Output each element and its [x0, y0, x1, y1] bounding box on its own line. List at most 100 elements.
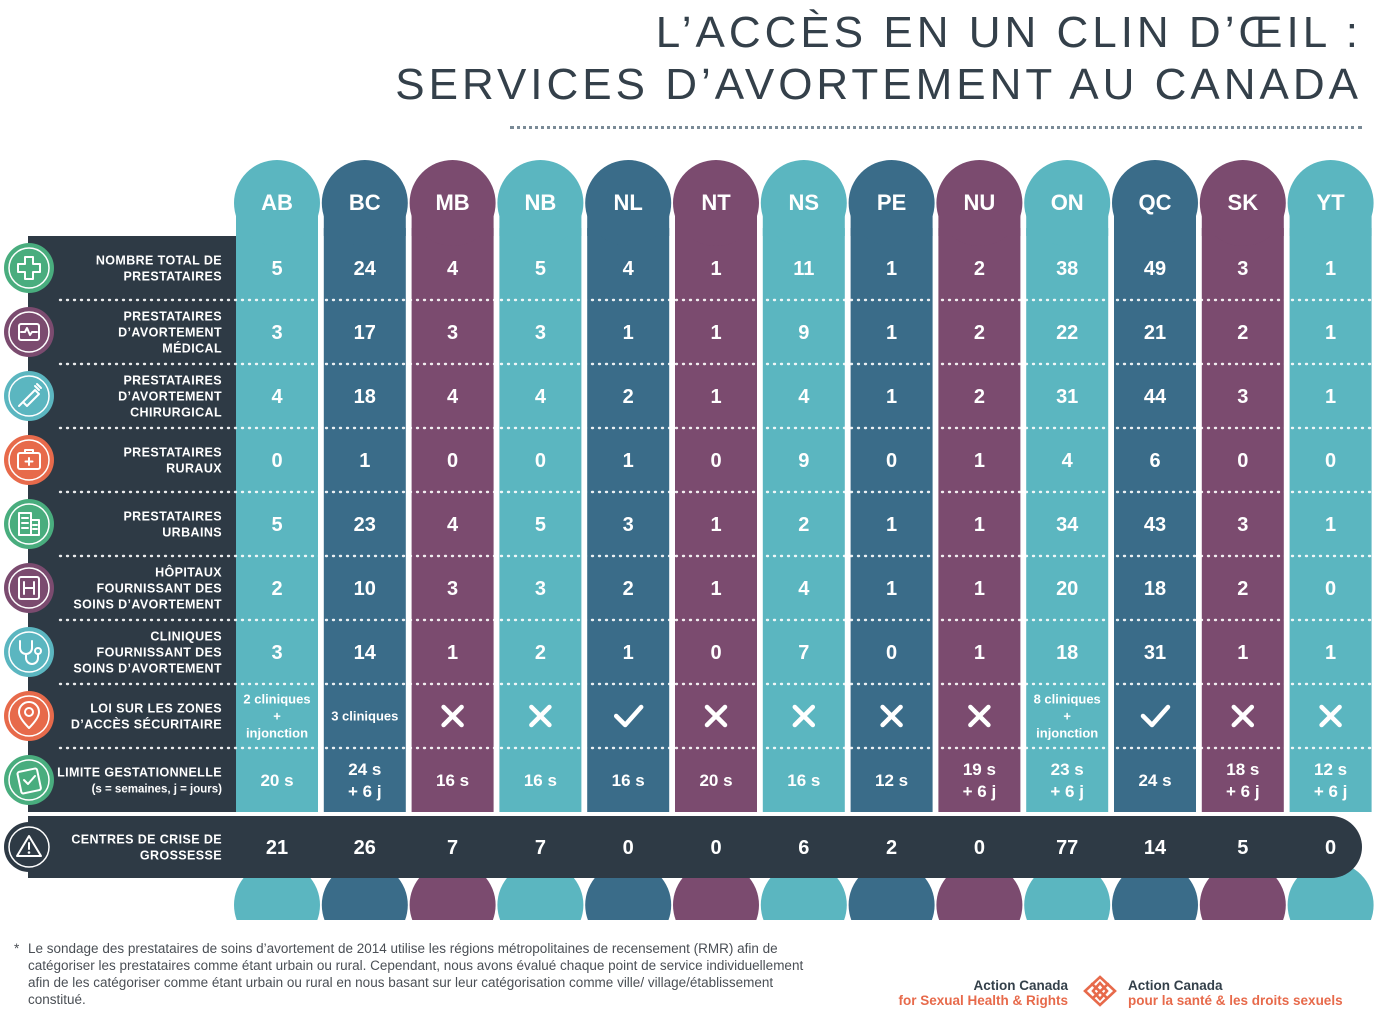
row-label-line: CHIRURGICAL	[130, 406, 222, 420]
column-connector	[675, 203, 757, 236]
row-label-line: HÔPITAUX	[155, 565, 222, 580]
bottom-row-label-line: CENTRES DE CRISE DE	[71, 833, 222, 847]
cell-value: 17	[354, 322, 376, 344]
cell-value: 0	[886, 642, 897, 664]
column-body	[323, 228, 406, 812]
cell-value: 0	[710, 642, 721, 664]
cell-value: 1	[1325, 386, 1336, 408]
cell-value: 4	[623, 258, 635, 280]
column-body	[1114, 228, 1196, 812]
cell-text-line: +	[273, 709, 281, 724]
cell-value: 1	[886, 258, 897, 280]
icon-ring	[8, 631, 50, 673]
icon-ring	[8, 826, 50, 868]
column-nl: NL	[585, 160, 672, 812]
page-title-line2: SERVICES D’AVORTEMENT AU CANADA	[395, 60, 1362, 109]
cell-value: 24	[354, 258, 377, 280]
column-header-label: BC	[349, 190, 381, 215]
row-label-line: D’AVORTEMENT	[118, 390, 222, 404]
cell-value: 4	[271, 386, 283, 408]
cell-value: 1	[974, 450, 985, 472]
cell-value: 9	[798, 450, 809, 472]
column-bc: BC	[321, 160, 408, 812]
column-header-label: NS	[789, 190, 820, 215]
column-connector	[1114, 203, 1196, 236]
cell-text-line: injonction	[1036, 726, 1098, 741]
cell-text-line: + 6 j	[348, 782, 382, 801]
stethoscope-icon	[4, 627, 54, 677]
access-chart: AB BC MB NB NL NT NS PE NU ON QC SK YT NOMBRE TOTAL D…	[4, 160, 1374, 920]
cell-value: 49	[1144, 258, 1166, 280]
cell-text-line: 20 s	[260, 771, 293, 790]
icon-ring	[8, 311, 50, 353]
row-label-line: MÉDICAL	[162, 341, 222, 356]
row-label-line: PRESTATAIRES	[123, 374, 222, 388]
icon-circle	[4, 499, 54, 549]
cell-value: 21	[1144, 322, 1166, 344]
bottom-row-value: 26	[354, 837, 376, 859]
cell-value: 2	[798, 514, 809, 536]
cell-value: 1	[623, 322, 634, 344]
cell-value: 1	[886, 386, 897, 408]
icon-ring	[8, 375, 50, 417]
cell-text-line: +	[1063, 709, 1071, 724]
cell-text-line: 16 s	[612, 771, 645, 790]
cell-text-line: 24 s	[1138, 771, 1171, 790]
cell-value: 3	[1237, 386, 1248, 408]
footnote-marker: *	[14, 941, 20, 956]
cell-value: 3	[1237, 258, 1248, 280]
cell-value: 3	[271, 322, 282, 344]
icon-glyph-h	[23, 581, 35, 595]
column-connector	[762, 203, 845, 236]
row-label-line: LOI SUR LES ZONES	[90, 702, 222, 716]
column-connector	[1289, 203, 1372, 236]
cross-mark	[792, 704, 816, 728]
row-label-line: PRESTATAIRES	[123, 270, 222, 284]
cell-value: 2	[974, 322, 985, 344]
cell-value: 10	[354, 578, 376, 600]
icon-ring	[8, 503, 50, 545]
icon-glyph-dot	[27, 851, 31, 854]
cell-text-line: + 6 j	[963, 782, 997, 801]
cell-value: 4	[447, 258, 459, 280]
check-mark	[1140, 704, 1171, 728]
column-connector	[587, 203, 670, 236]
bottom-row-value: 5	[1237, 837, 1248, 859]
cell-text-line: 12 s	[1314, 760, 1347, 779]
icon-circle	[4, 627, 54, 677]
cell-value: 1	[1237, 642, 1248, 664]
cell-value: 31	[1056, 386, 1078, 408]
cell-text-line: 12 s	[875, 771, 908, 790]
medical-kit-icon	[4, 435, 54, 485]
column-header-label: AB	[261, 190, 293, 215]
icon-glyph	[18, 383, 42, 407]
row-label-line: PRESTATAIRES	[123, 446, 222, 460]
logo-english: Action Canada for Sexual Health & Rights	[898, 978, 1068, 1008]
logo-fr-line1: Action Canada	[1128, 978, 1223, 993]
cell-value: 0	[1237, 450, 1248, 472]
icon-glyph-bell	[34, 647, 42, 655]
icon-glyph	[18, 701, 40, 729]
icon-ring	[8, 695, 50, 737]
cell-text-line: 16 s	[524, 771, 557, 790]
heart-monitor-icon	[4, 307, 54, 357]
cell-value: 3	[447, 322, 458, 344]
hospital-icon	[4, 563, 54, 613]
cross-mark	[704, 704, 728, 728]
cell-text-line: 8 cliniques	[1034, 692, 1101, 707]
bottom-row-value: 0	[1325, 837, 1336, 859]
cell-value: 34	[1056, 514, 1079, 536]
row-label-line: FOURNISSANT DES	[97, 582, 222, 596]
icon-glyph-cross	[24, 449, 34, 466]
cell-value: 0	[271, 450, 282, 472]
cell-value: 1	[886, 514, 897, 536]
column-header-label: QC	[1139, 190, 1172, 215]
cell-value: 1	[447, 642, 458, 664]
column-ab: AB	[234, 160, 320, 812]
cell-value: 1	[710, 386, 721, 408]
column-body	[675, 228, 757, 812]
row-label-line: LIMITE GESTATIONNELLE	[57, 766, 222, 780]
cross-mark	[1319, 704, 1342, 728]
column-header-label: NL	[614, 190, 643, 215]
cell-value: 1	[710, 258, 721, 280]
